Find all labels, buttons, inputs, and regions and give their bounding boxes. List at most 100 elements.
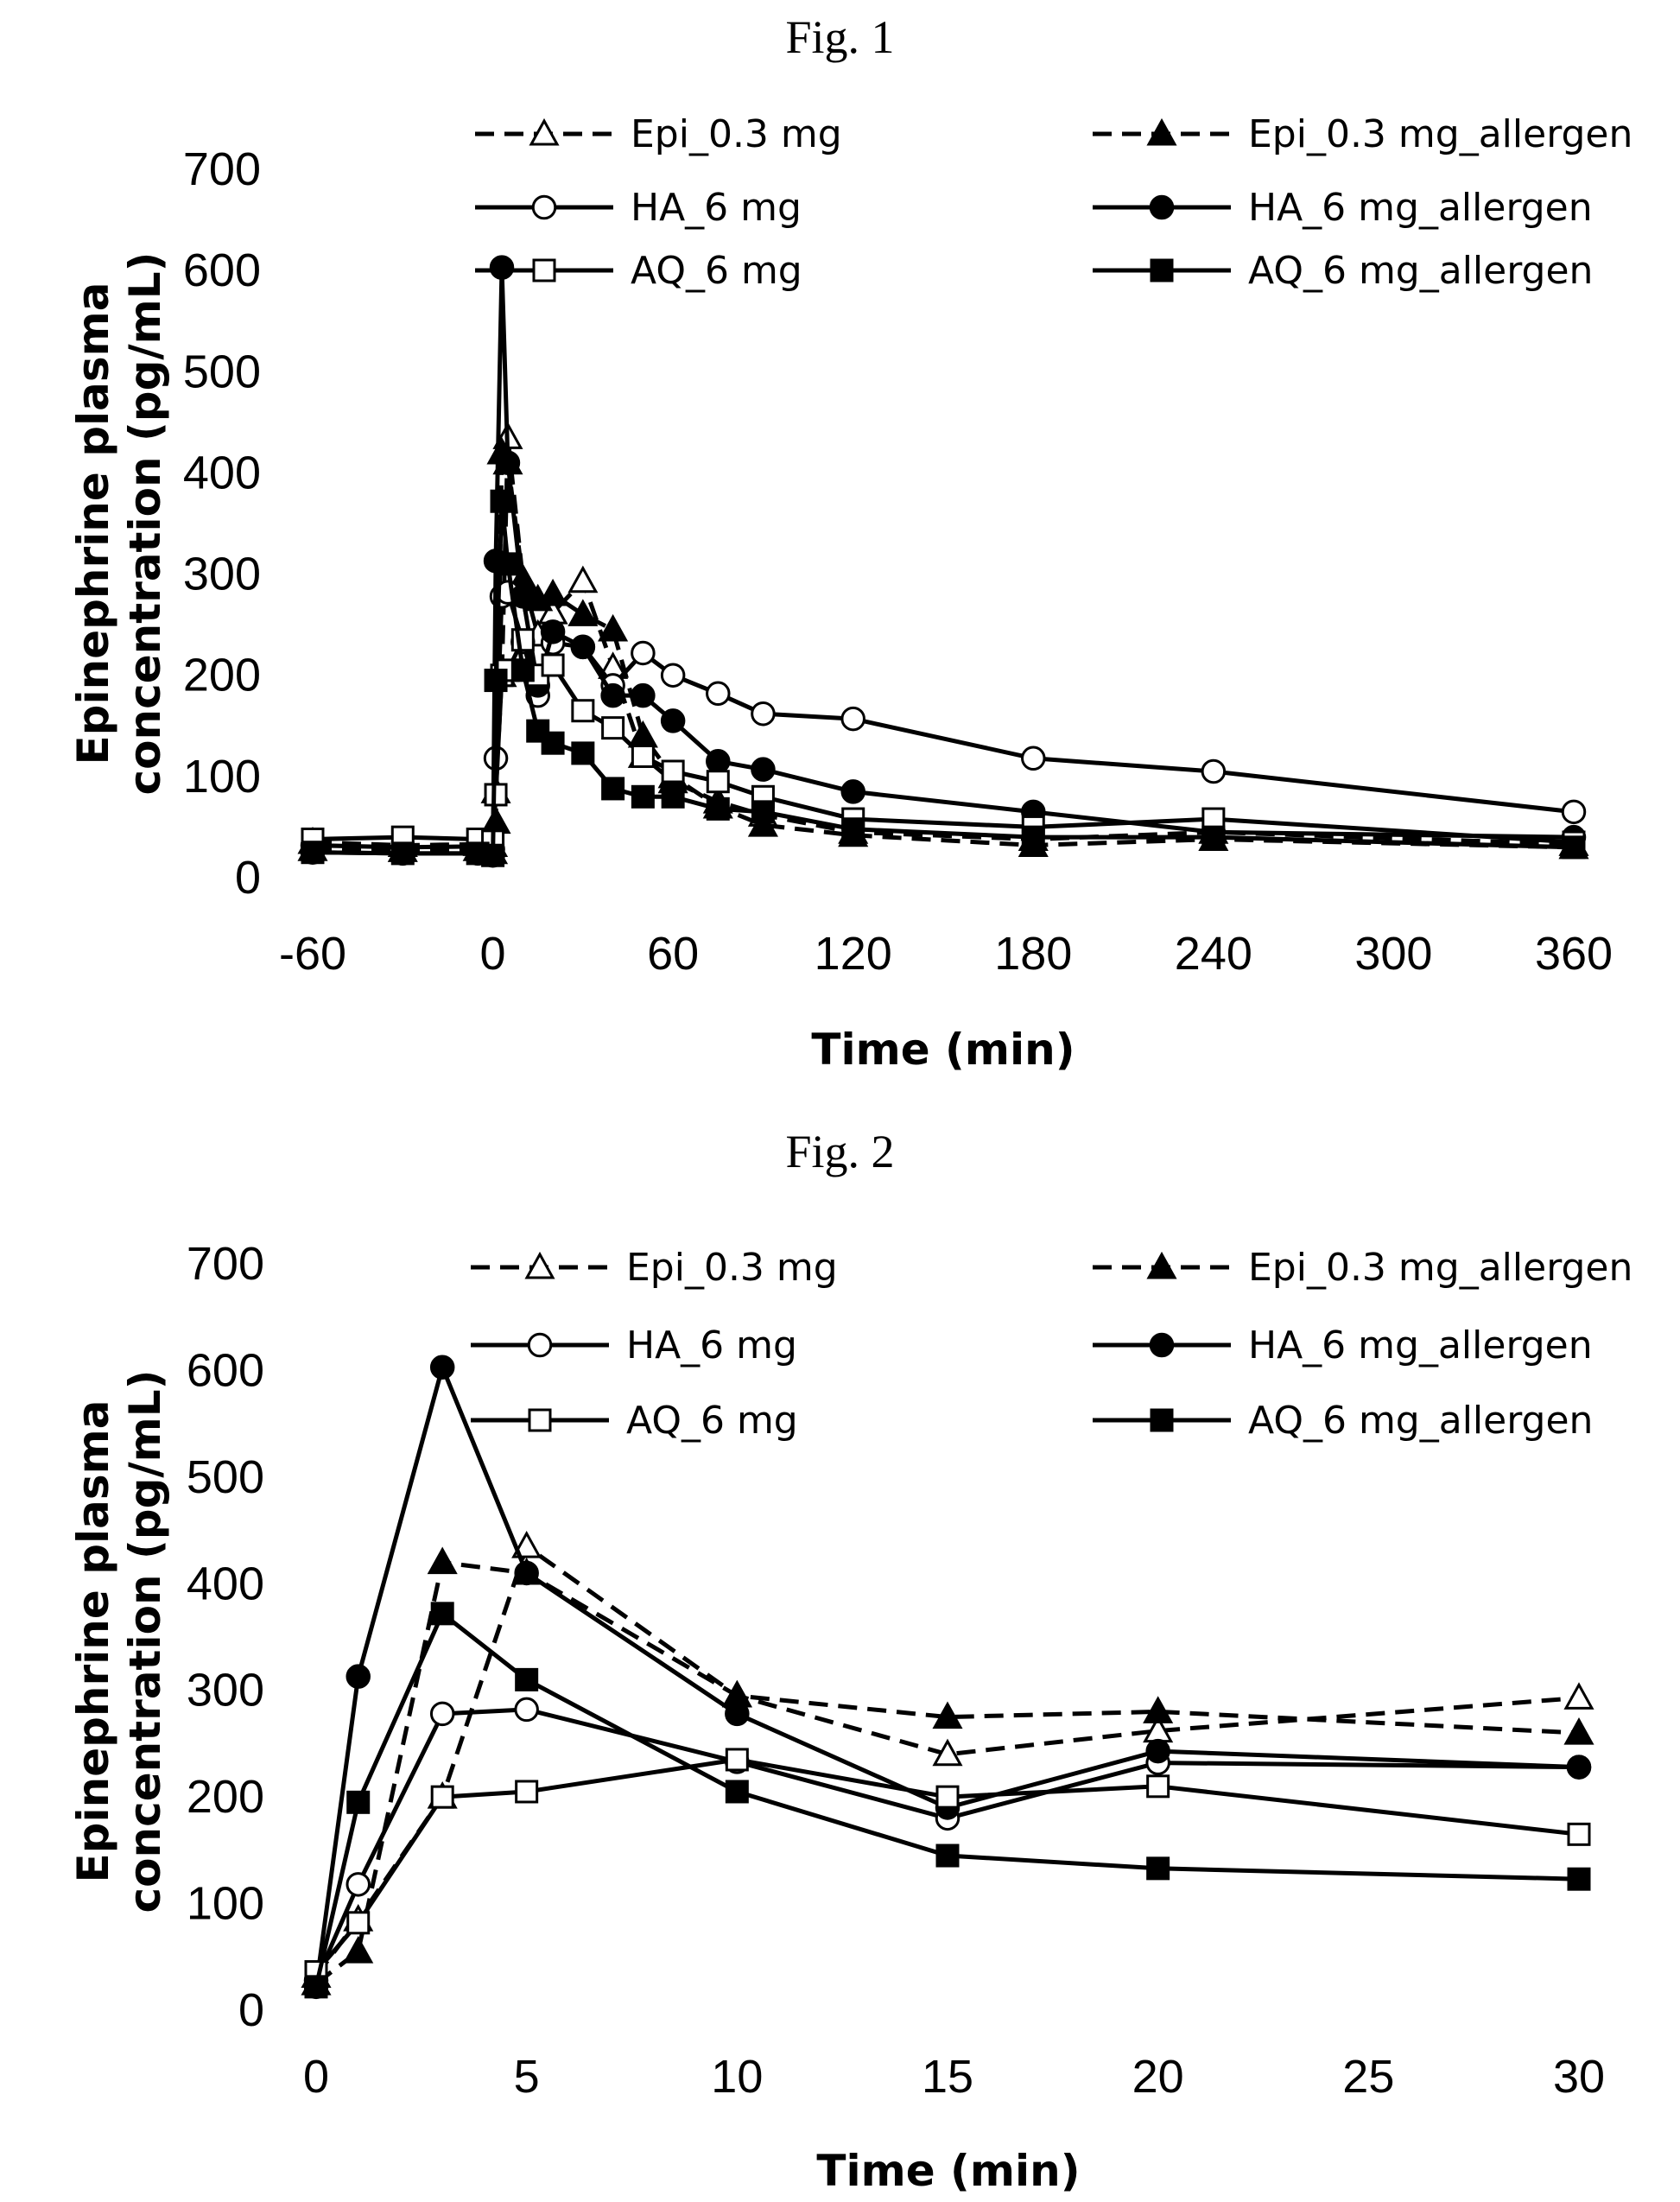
legend-marker — [1149, 194, 1175, 220]
legend-entry: AQ_6 mg_allergen — [1093, 1399, 1593, 1443]
x-tick-label: 180 — [994, 928, 1072, 980]
data-point — [1143, 1696, 1174, 1723]
x-tick-label: 25 — [1342, 2051, 1394, 2103]
y-tick-label: 700 — [187, 1238, 264, 1290]
x-tick-label: 10 — [711, 2051, 763, 2103]
legend-marker — [1150, 1408, 1174, 1432]
chart-fig-1: 0 100 200 300 400 500 600 700 -60 0 60 120 180 240 300… — [68, 112, 1632, 1075]
legend-marker — [527, 1332, 553, 1358]
data-point — [429, 1355, 455, 1380]
y-tick-label: 300 — [183, 549, 261, 600]
data-point — [571, 741, 595, 765]
data-point — [481, 843, 505, 867]
data-point — [514, 1560, 539, 1586]
legend-label: AQ_6 mg — [626, 1399, 798, 1443]
x-axis-label: Time (min) — [816, 2146, 1080, 2196]
legend-marker — [531, 194, 557, 220]
data-point — [1562, 835, 1586, 860]
legend-marker — [529, 117, 560, 146]
data-point — [600, 682, 625, 708]
data-point — [841, 817, 865, 841]
data-point — [840, 706, 865, 732]
data-point — [304, 1975, 328, 1999]
legend-entry: Epi_0.3 mg_allergen — [1093, 1246, 1632, 1290]
legend-marker — [1149, 1332, 1175, 1358]
legend-entry: HA_6 mg — [471, 1323, 797, 1368]
legend-entry: AQ_6 mg — [471, 1399, 798, 1443]
legend-label: Epi_0.3 mg_allergen — [1248, 112, 1632, 156]
data-point — [1563, 1717, 1594, 1745]
series-Epi_0.3 mg_allergen — [301, 1546, 1594, 1996]
legend-marker — [524, 1251, 555, 1279]
data-point — [598, 613, 629, 642]
figure-1-title: Fig. 1 — [785, 11, 895, 63]
x-tick-label: 240 — [1175, 928, 1252, 980]
data-point — [489, 255, 515, 280]
data-point — [661, 784, 685, 809]
x-tick-label: 5 — [514, 2051, 540, 2103]
data-point — [430, 1602, 454, 1626]
data-point — [932, 1738, 963, 1767]
series-AQ_6 mg_allergen — [301, 489, 1586, 867]
data-point — [840, 779, 865, 804]
data-point — [390, 841, 415, 866]
y-tick-label: 200 — [187, 1771, 264, 1823]
legend-entry: AQ_6 mg_allergen — [1093, 249, 1593, 293]
legend-marker — [528, 1408, 552, 1432]
y-axis-label: Epinephrine plasma concentration (pg/mL) — [68, 1370, 170, 1913]
data-point — [631, 682, 656, 708]
legend-label: HA_6 mg — [626, 1323, 797, 1368]
data-point — [725, 1701, 750, 1727]
x-tick-label: 0 — [480, 928, 506, 980]
y-tick-label: 500 — [187, 1451, 264, 1503]
legend-entry: HA_6 mg_allergen — [1093, 1323, 1593, 1368]
x-tick-label: 360 — [1535, 928, 1613, 980]
legend-marker — [1150, 258, 1174, 282]
data-point — [751, 701, 776, 727]
series-AQ_6 mg_allergen — [304, 1602, 1591, 1999]
data-point — [935, 1843, 960, 1868]
data-point — [601, 716, 625, 740]
data-point — [725, 1748, 749, 1772]
data-point — [515, 1667, 539, 1691]
data-point — [706, 796, 730, 821]
data-point — [484, 669, 508, 693]
data-point — [540, 619, 566, 644]
data-point — [346, 1790, 371, 1814]
data-point — [514, 1697, 539, 1723]
series-line — [312, 498, 1575, 858]
data-point — [567, 565, 599, 593]
y-axis-label-line: concentration (pg/mL) — [120, 252, 170, 796]
data-point — [631, 784, 655, 809]
legend-entry: Epi_0.3 mg — [471, 1246, 838, 1290]
data-point — [725, 1780, 749, 1804]
data-point — [346, 1911, 371, 1935]
data-point — [631, 640, 656, 666]
legend-marker — [1146, 1251, 1177, 1279]
series-line — [314, 1560, 1580, 1986]
data-point — [537, 578, 568, 606]
legend-label: HA_6 mg_allergen — [1248, 1323, 1593, 1368]
data-point — [1021, 825, 1045, 849]
data-point — [661, 759, 685, 784]
y-tick-label: 100 — [183, 751, 261, 803]
data-point — [1567, 1822, 1591, 1846]
data-point — [496, 552, 520, 576]
data-point — [515, 1780, 539, 1804]
y-tick-label: 400 — [183, 447, 261, 498]
data-point — [495, 450, 521, 475]
legend-entry: HA_6 mg_allergen — [1093, 186, 1593, 230]
data-point — [1146, 1856, 1170, 1881]
x-tick-label: 20 — [1132, 2051, 1184, 2103]
data-point — [1561, 799, 1587, 825]
legend-entry: Epi_0.3 mg_allergen — [1093, 112, 1632, 156]
y-tick-label: 700 — [183, 143, 261, 195]
series-line — [314, 1611, 1580, 1988]
legend-label: Epi_0.3 mg — [626, 1246, 838, 1290]
legend-label: Epi_0.3 mg_allergen — [1248, 1246, 1632, 1290]
data-point — [660, 708, 686, 733]
data-point — [1567, 1867, 1591, 1891]
data-point — [1566, 1755, 1592, 1780]
data-point — [427, 1546, 458, 1575]
y-tick-label: 0 — [235, 852, 261, 904]
